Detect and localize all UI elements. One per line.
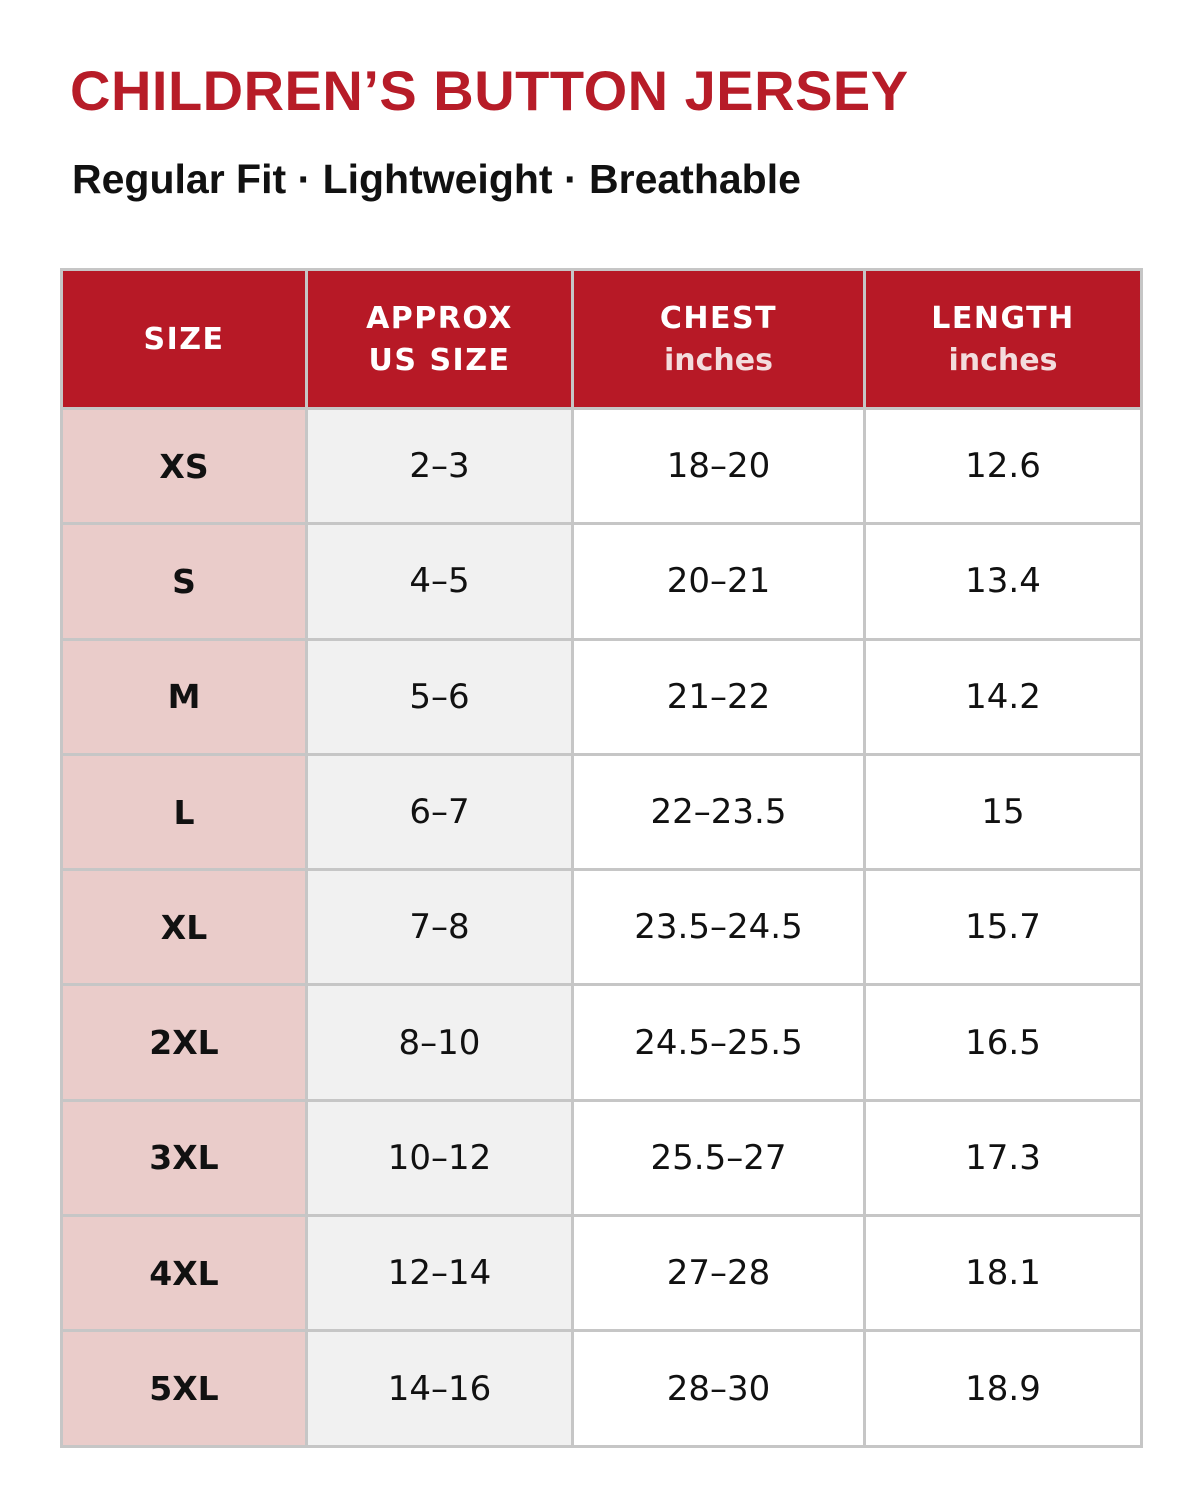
size-cell: XL	[60, 868, 308, 987]
chest-cell: 22–23.5	[571, 752, 866, 872]
us-size-cell: 6–7	[305, 752, 574, 872]
header-chest-label: CHEST	[659, 301, 778, 336]
length-cell: 15.7	[863, 868, 1143, 987]
size-cell: S	[60, 522, 308, 641]
chest-cell: 21–22	[571, 637, 866, 756]
header-size: SIZE	[60, 268, 308, 410]
size-cell: 4XL	[60, 1214, 308, 1333]
header-row: SIZE APPROX US SIZE CHEST inches LENGTH …	[60, 268, 1143, 410]
size-cell: 2XL	[60, 983, 308, 1102]
us-size-cell: 4–5	[305, 522, 574, 641]
chest-cell: 28–30	[571, 1329, 866, 1448]
us-size-cell: 14–16	[305, 1329, 574, 1448]
chest-cell: 23.5–24.5	[571, 868, 866, 987]
table-row: XL 7–8 23.5–24.5 15.7	[60, 868, 1143, 987]
chest-cell: 27–28	[571, 1214, 866, 1333]
header-length-label: LENGTH	[931, 301, 1075, 336]
size-cell: 3XL	[60, 1098, 308, 1218]
table-row: L 6–7 22–23.5 15	[60, 752, 1143, 872]
table-row: 2XL 8–10 24.5–25.5 16.5	[60, 983, 1143, 1102]
size-cell: XS	[60, 406, 308, 526]
header-length: LENGTH inches	[863, 268, 1143, 410]
length-cell: 14.2	[863, 637, 1143, 756]
us-size-cell: 10–12	[305, 1098, 574, 1218]
us-size-cell: 8–10	[305, 983, 574, 1102]
length-cell: 12.6	[863, 406, 1143, 526]
length-cell: 13.4	[863, 522, 1143, 641]
us-size-cell: 12–14	[305, 1214, 574, 1333]
header-size-label: SIZE	[143, 322, 225, 357]
length-cell: 17.3	[863, 1098, 1143, 1218]
length-cell: 15	[863, 752, 1143, 872]
table-row: 5XL 14–16 28–30 18.9	[60, 1329, 1143, 1448]
table-row: 4XL 12–14 27–28 18.1	[60, 1214, 1143, 1333]
table-header: SIZE APPROX US SIZE CHEST inches LENGTH …	[60, 268, 1143, 410]
header-us-size-label: APPROX	[366, 301, 513, 336]
size-chart-table: SIZE APPROX US SIZE CHEST inches LENGTH …	[60, 268, 1143, 1448]
page-title: CHILDREN’S BUTTON JERSEY	[70, 59, 909, 122]
size-cell: L	[60, 752, 308, 872]
length-cell: 16.5	[863, 983, 1143, 1102]
table-body: XS 2–3 18–20 12.6 S 4–5 20–21 13.4 M 5–6…	[60, 406, 1143, 1448]
chest-cell: 25.5–27	[571, 1098, 866, 1218]
chest-cell: 18–20	[571, 406, 866, 526]
us-size-cell: 5–6	[305, 637, 574, 756]
length-cell: 18.1	[863, 1214, 1143, 1333]
table-row: XS 2–3 18–20 12.6	[60, 406, 1143, 526]
table-row: S 4–5 20–21 13.4	[60, 522, 1143, 641]
length-cell: 18.9	[863, 1329, 1143, 1448]
header-us-size-sublabel: US SIZE	[368, 343, 511, 378]
table-row: M 5–6 21–22 14.2	[60, 637, 1143, 756]
page-subtitle: Regular Fit · Lightweight · Breathable	[72, 156, 801, 202]
size-cell: 5XL	[60, 1329, 308, 1448]
us-size-cell: 7–8	[305, 868, 574, 987]
table-row: 3XL 10–12 25.5–27 17.3	[60, 1098, 1143, 1218]
header-chest-unit: inches	[664, 343, 773, 378]
header-chest: CHEST inches	[571, 268, 866, 410]
header-us-size: APPROX US SIZE	[305, 268, 574, 410]
header-length-unit: inches	[948, 343, 1058, 378]
chest-cell: 20–21	[571, 522, 866, 641]
chest-cell: 24.5–25.5	[571, 983, 866, 1102]
us-size-cell: 2–3	[305, 406, 574, 526]
size-cell: M	[60, 637, 308, 756]
